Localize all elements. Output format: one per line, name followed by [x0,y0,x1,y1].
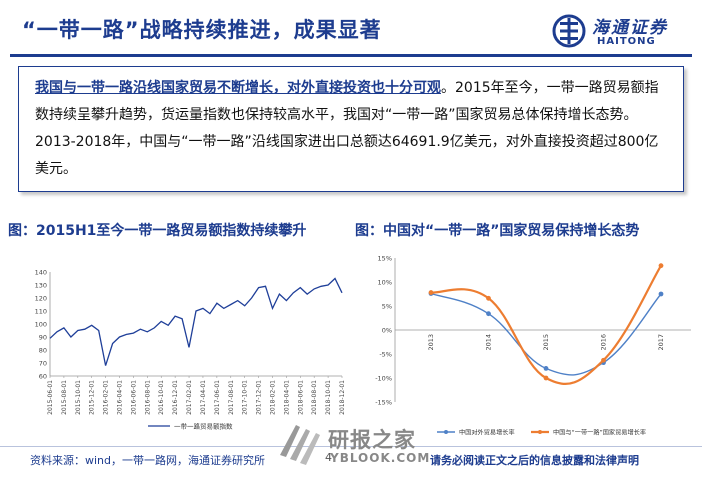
y-tick-label: 90 [39,334,47,342]
y-tick-label: 110 [35,308,47,316]
point-belt-road-trade [658,263,664,269]
haitong-logo: 海通证券 HAITONG [552,12,692,50]
x-tick-label: 2017-12-01 [256,380,263,415]
source-note: 资料来源：wind，一带一路网，海通证券研究所 [30,454,266,467]
page-title: “一带一路”战略持续推进，成果显著 [22,18,382,42]
x-tick-label: 2018-04-01 [283,380,290,415]
y-tick-label: 80 [39,347,47,355]
x-tick-label: 2015-10-01 [75,380,82,415]
page-number: 4 [325,451,332,464]
x-tick-label: 2015 [542,334,550,351]
point-china-trade [486,311,491,317]
y-tick-label: 5% [382,303,392,311]
x-tick-label: 2017-10-01 [242,380,249,415]
right-figure-title: 图：中国对“一带一路”国家贸易保持增长态势 [355,223,640,239]
legend-marker-belt-road-trade [538,430,542,434]
x-tick-label: 2016-06-01 [130,380,137,415]
y-tick-label: 60 [39,373,47,381]
trade-growth-chart: -15% -10% -5% 0% 5% 10% 15% 2013 2014 2015 2016 201… [365,250,697,444]
y-tick-label: -10% [375,375,392,383]
y-tick-label: -15% [375,399,392,407]
x-tick-label: 2016-08-01 [144,380,151,415]
y-tick-label: 0% [382,327,392,335]
watermark-text: 研报之家 [328,428,416,452]
y-tick-label: 130 [35,282,47,290]
trade-index-chart: 60 70 80 90 100 110 120 130 140 2015-06-01 2015-08… [30,256,355,436]
y-tick-label: 140 [35,269,47,277]
y-tick-label: 15% [378,255,392,263]
x-tick-label: 2017 [657,334,665,351]
series-line-trade-index [49,277,343,366]
x-tick-label: 2015-08-01 [61,380,68,415]
legend-label-china-trade: 中国对外贸易增长率 [459,429,515,437]
x-tick-label: 2017-06-01 [214,380,221,415]
summary-box: 我国与一带一路沿线国家贸易不断增长，对外直接投资也十分可观。2015年至今，一带… [18,66,684,192]
logo-chinese-name: 海通证券 [592,18,668,38]
x-tick-label: 2017-02-01 [186,380,193,415]
footer-divider [0,446,702,447]
x-tick-label: 2016-04-01 [117,380,124,415]
x-tick-label: 2016 [600,334,608,351]
haitong-logo-icon [552,14,586,48]
point-china-trade [543,366,549,371]
point-belt-road-trade [601,357,606,363]
x-tick-label: 2018-12-01 [339,380,346,415]
trade-index-chart-svg: 60 70 80 90 100 110 120 130 140 2015-06-01 2015-08… [35,269,346,431]
x-tick-label: 2013 [427,334,435,351]
y-tick-label: 100 [35,321,47,329]
legend-label: 一带一路贸易额指数 [174,422,233,431]
x-tick-label: 2018-10-01 [325,380,332,415]
point-belt-road-trade [543,375,549,381]
legend-label-belt-road-trade: 中国与“一带一路”国家贸易增长率 [553,429,646,437]
watermark-url: YBLOOK.COM [330,451,431,465]
left-figure-title: 图：2015H1至今一带一路贸易额指数持续攀升 [8,223,307,239]
header-divider [10,54,692,57]
disclaimer: 请务必阅读正文之后的信息披露和法律声明 [430,454,639,467]
x-tick-label: 2016-10-01 [158,380,165,415]
x-tick-label: 2018-08-01 [311,380,318,415]
x-tick-label: 2016-02-01 [103,380,110,415]
x-tick-label: 2015-12-01 [89,380,96,415]
y-tick-label: 10% [378,279,392,287]
x-tick-label: 2015-06-01 [47,380,54,415]
x-tick-label: 2014 [485,334,493,351]
point-china-trade [658,291,664,297]
trade-growth-chart-svg: -15% -10% -5% 0% 5% 10% 15% 2013 2014 2015 2016 201… [375,255,691,437]
logo-english-name: HAITONG [597,36,656,47]
x-tick-label: 2017-04-01 [200,380,207,415]
y-tick-label: 120 [35,295,47,303]
page-header: “一带一路”战略持续推进，成果显著 海通证券 HAITONG [0,0,702,57]
y-tick-label: -5% [379,351,392,359]
y-tick-label: 70 [39,360,47,368]
x-tick-label: 2018-06-01 [297,380,304,415]
summary-body: 。2015年至今，一带一路贸易额指数持续呈攀升趋势，货运量指数也保持较高水平，我… [35,80,659,177]
watermark-book-icon [280,425,320,465]
point-belt-road-trade [428,290,434,295]
x-tick-label: 2018-02-01 [269,380,276,415]
x-tick-label: 2017-08-01 [228,380,235,415]
legend-marker-china-trade [444,430,448,434]
point-belt-road-trade [486,295,491,301]
x-tick-label: 2016-12-01 [172,380,179,415]
summary-highlight: 我国与一带一路沿线国家贸易不断增长，对外直接投资也十分可观 [35,80,441,96]
